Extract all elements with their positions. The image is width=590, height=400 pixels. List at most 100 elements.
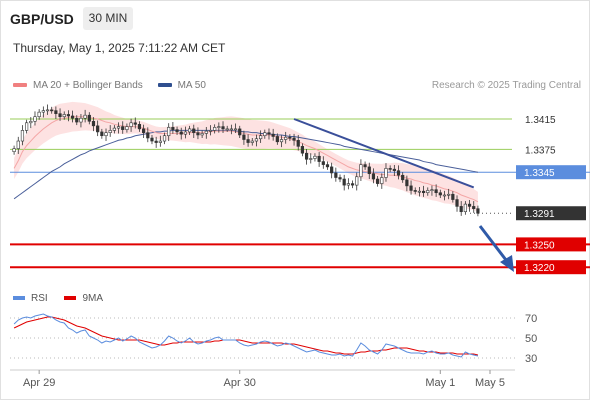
candle-body bbox=[91, 120, 96, 127]
candle-body bbox=[321, 161, 325, 165]
level-label-1.3291: 1.3291 bbox=[524, 209, 555, 220]
candle-body bbox=[304, 152, 309, 160]
x-tick-label-Apr-30: Apr 30 bbox=[224, 377, 256, 389]
candle-body bbox=[221, 126, 225, 130]
candle-body bbox=[376, 178, 380, 184]
level-label-1.3250: 1.3250 bbox=[524, 240, 555, 251]
candle-body bbox=[233, 128, 238, 131]
candle-body bbox=[363, 164, 367, 168]
candle-body bbox=[434, 189, 438, 194]
candle-body bbox=[112, 127, 116, 131]
bollinger-band bbox=[14, 101, 478, 212]
legend-label-rsi: RSI bbox=[31, 293, 48, 304]
candle-body bbox=[409, 185, 413, 191]
candle-body bbox=[29, 120, 33, 124]
candle-body bbox=[12, 148, 16, 152]
candle-body bbox=[250, 140, 254, 143]
ma50-swatch-icon bbox=[157, 83, 172, 88]
candle-body bbox=[150, 137, 154, 142]
ma9-swatch-icon bbox=[64, 296, 77, 301]
candle-body bbox=[476, 208, 480, 214]
candle-body bbox=[208, 130, 213, 132]
candle-body bbox=[33, 116, 37, 122]
candle-body bbox=[254, 138, 259, 142]
candle-body bbox=[413, 190, 417, 192]
trend-line bbox=[293, 118, 475, 189]
timeframe-button[interactable]: 30 MIN bbox=[83, 7, 133, 30]
level-tag-1.3250 bbox=[516, 237, 586, 252]
candle-body bbox=[271, 133, 275, 137]
candle-body bbox=[405, 179, 409, 187]
level-tag-1.3220 bbox=[516, 260, 586, 275]
x-tick-label-May-5: May 5 bbox=[475, 377, 505, 389]
legend-item-9ma: 9MA bbox=[64, 293, 103, 304]
x-tick-label-May-1: May 1 bbox=[425, 377, 455, 389]
candle-body bbox=[54, 110, 58, 114]
candle-body bbox=[108, 130, 112, 133]
candle-body bbox=[217, 126, 221, 128]
level-tag-1.3345 bbox=[516, 165, 586, 180]
projection-arrow-head-icon bbox=[500, 255, 514, 272]
candle-body bbox=[350, 183, 355, 186]
level-label-1.3375: 1.3375 bbox=[525, 145, 556, 156]
legend-label-ma50: MA 50 bbox=[177, 80, 206, 91]
candle-body bbox=[421, 190, 426, 194]
candle-body bbox=[279, 139, 284, 143]
candle-body bbox=[242, 134, 246, 140]
candle-body bbox=[104, 132, 108, 137]
level-label-1.3220: 1.3220 bbox=[524, 263, 555, 274]
candle-body bbox=[121, 126, 125, 130]
candle-body bbox=[183, 131, 188, 135]
candle-body bbox=[259, 135, 263, 140]
x-tick-label-Apr-29: Apr 29 bbox=[23, 377, 55, 389]
level-label-1.3345: 1.3345 bbox=[524, 168, 555, 179]
candle-body bbox=[62, 114, 66, 118]
candle-body bbox=[96, 125, 100, 133]
candle-body bbox=[467, 203, 472, 207]
candle-body bbox=[79, 117, 83, 123]
candle-body bbox=[58, 113, 62, 118]
candle-body bbox=[37, 111, 41, 118]
candle-body bbox=[380, 177, 384, 184]
candle-body bbox=[75, 117, 79, 123]
legend-label-9ma: 9MA bbox=[82, 293, 104, 304]
candle-body bbox=[284, 136, 288, 140]
candle-body bbox=[229, 128, 233, 131]
candle-body bbox=[20, 130, 25, 142]
candle-body bbox=[116, 126, 121, 129]
candle-body bbox=[342, 178, 346, 186]
candle-body bbox=[263, 132, 267, 137]
candle-body bbox=[167, 127, 171, 137]
candle-body bbox=[463, 203, 467, 213]
candle-body bbox=[309, 158, 313, 160]
candle-body bbox=[87, 114, 91, 122]
candle-body bbox=[275, 136, 279, 143]
chart-header: GBP/USD 30 MIN bbox=[0, 0, 590, 36]
candle-body bbox=[396, 170, 401, 176]
candle-body bbox=[330, 166, 334, 174]
rsi-swatch-icon bbox=[13, 296, 25, 301]
candle-body bbox=[16, 140, 20, 149]
candle-body bbox=[371, 173, 376, 180]
candle-body bbox=[129, 122, 133, 127]
candle-body bbox=[384, 168, 388, 178]
timestamp-label: Thursday, May 1, 2025 7:11:22 AM CET bbox=[13, 41, 226, 55]
candle-body bbox=[317, 155, 321, 162]
candle-body bbox=[426, 190, 430, 194]
candle-body bbox=[238, 128, 242, 136]
candle-body bbox=[133, 122, 137, 125]
candle-body bbox=[25, 122, 29, 131]
candle-body bbox=[196, 132, 200, 136]
candle-body bbox=[162, 135, 167, 142]
level-tag-1.3291 bbox=[516, 206, 586, 221]
projection-arrow-shaft bbox=[478, 225, 508, 261]
candle-body bbox=[355, 176, 359, 186]
candle-body bbox=[246, 139, 250, 143]
candle-body bbox=[367, 166, 371, 175]
indicator-legend: MA 20 + Bollinger Bands MA 50 bbox=[13, 80, 218, 91]
candle-body bbox=[45, 109, 50, 112]
candle-body bbox=[192, 128, 196, 133]
ma20-line bbox=[13, 116, 479, 203]
candle-body bbox=[204, 130, 208, 134]
